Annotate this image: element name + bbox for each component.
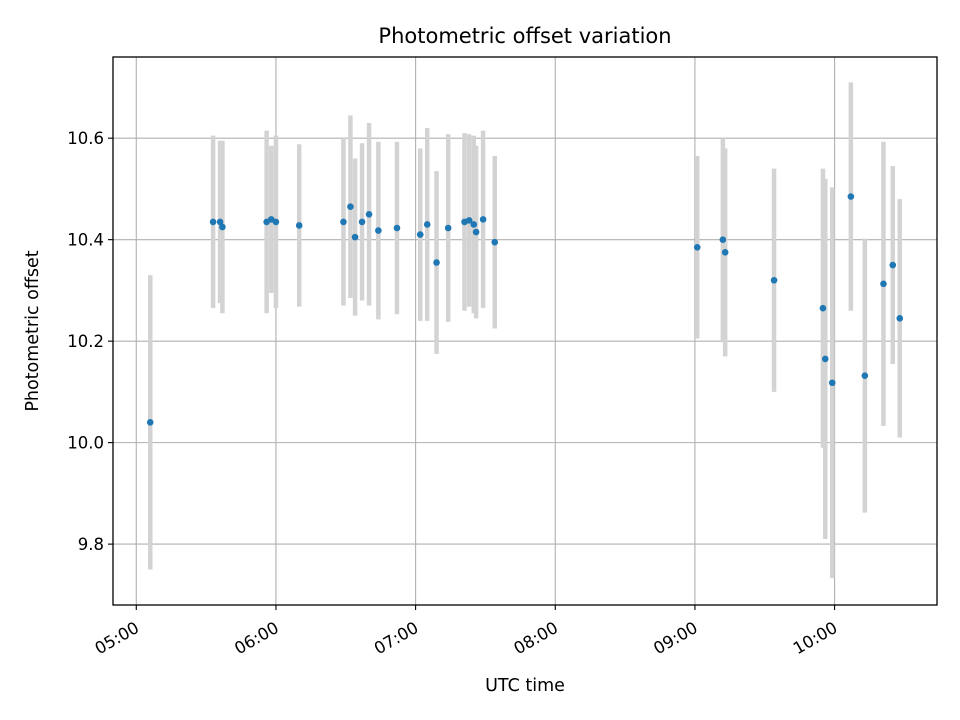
data-point <box>358 218 366 226</box>
plot-background <box>113 57 937 605</box>
x-tick-label: 09:00 <box>650 618 701 658</box>
point-layer <box>146 193 904 426</box>
data-point <box>209 218 217 226</box>
data-point <box>365 210 373 218</box>
data-point <box>423 221 431 228</box>
data-point <box>416 231 424 238</box>
data-point <box>433 259 440 266</box>
data-point <box>721 249 729 256</box>
data-point <box>861 372 869 379</box>
data-point <box>375 227 382 234</box>
plot-frame <box>112 56 938 606</box>
data-point <box>295 222 303 229</box>
x-tick-label: 06:00 <box>231 618 282 658</box>
y-tick-label: 10.2 <box>67 332 104 351</box>
data-point <box>819 304 827 312</box>
data-point <box>146 419 154 426</box>
y-tick-layer: 9.8 10.0 10.2 10.4 10.6 <box>67 129 113 554</box>
data-point <box>472 228 480 236</box>
data-point <box>770 276 778 284</box>
data-point <box>340 218 347 226</box>
x-tick-label: 05:00 <box>92 618 143 658</box>
y-tick-label: 9.8 <box>78 535 104 554</box>
data-point <box>896 315 904 322</box>
y-tick-label: 10.6 <box>67 129 104 148</box>
data-point <box>479 216 487 223</box>
data-point <box>491 238 499 246</box>
data-point <box>393 224 401 232</box>
x-tick-label: 08:00 <box>511 618 562 658</box>
data-point <box>351 233 359 241</box>
data-point <box>693 243 701 251</box>
data-point <box>347 203 354 210</box>
data-point <box>880 280 887 288</box>
data-point <box>470 221 478 228</box>
data-point <box>821 355 829 363</box>
x-tick-layer: 05:00 06:00 07:00 08:00 09:00 10:00 <box>92 605 841 658</box>
data-point <box>828 379 836 387</box>
data-point <box>444 224 452 232</box>
data-point <box>465 217 473 224</box>
data-point <box>272 218 280 226</box>
x-tick-label: 10:00 <box>790 618 841 658</box>
x-tick-label: 07:00 <box>371 618 422 658</box>
y-axis-label: Photometric offset <box>23 250 43 411</box>
data-point <box>847 193 855 200</box>
data-point <box>219 223 226 231</box>
data-point <box>719 236 727 243</box>
data-point <box>216 218 224 226</box>
x-axis-label: UTC time <box>485 676 565 696</box>
data-point <box>889 261 897 269</box>
y-tick-label: 10.4 <box>67 231 104 250</box>
chart-title: Photometric offset variation <box>378 24 671 48</box>
y-tick-label: 10.0 <box>67 434 104 453</box>
